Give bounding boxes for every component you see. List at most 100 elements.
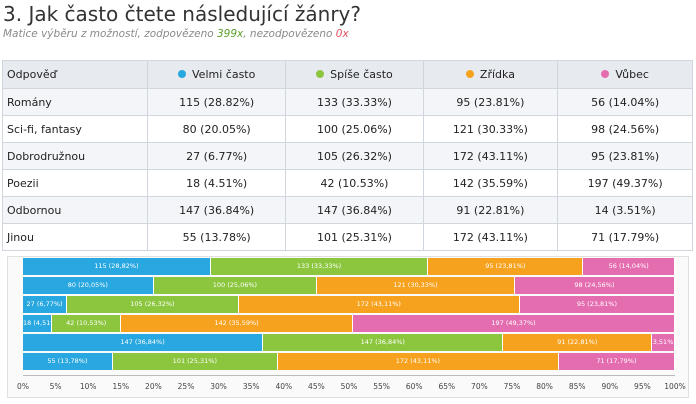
- table-row: Jinou 55 (13.78%) 101 (25.31%) 172 (43.1…: [2, 223, 693, 251]
- table-cell: 197 (49.37%): [557, 169, 693, 197]
- table-row: Sci-fi, fantasy 80 (20.05%) 100 (25.06%)…: [2, 115, 693, 143]
- bar-segment: 3,51%: [652, 334, 675, 351]
- bar-segment: 142 (35,59%): [121, 315, 354, 332]
- bar-segment: 101 (25,31%): [112, 353, 278, 370]
- legend-dot-icon: [178, 70, 187, 78]
- x-tick-label: 25%: [177, 382, 195, 391]
- legend-dot-icon: [601, 70, 610, 78]
- bar-row: 55 (13,78%) 101 (25,31%) 172 (43,11%) 71 (1…: [23, 353, 675, 370]
- table-cell: 133 (33.33%): [285, 88, 424, 116]
- header-col-vubec: Vůbec: [557, 60, 693, 89]
- x-tick-label: 0%: [17, 382, 29, 391]
- table-header-row: Odpověď Velmi často Spíše často Zřídka V…: [2, 60, 693, 89]
- table-cell: 172 (43.11%): [422, 223, 559, 251]
- table-cell: 172 (43.11%): [422, 142, 559, 170]
- table-cell: 121 (30.33%): [422, 115, 559, 143]
- table-cell: 80 (20.05%): [146, 115, 287, 143]
- row-label: Sci-fi, fantasy: [2, 115, 148, 143]
- row-label: Romány: [2, 88, 148, 116]
- bar-segment: 71 (17,79%): [558, 353, 675, 370]
- subtitle-middle: , nezodpovězeno: [243, 28, 336, 40]
- question-title: 3. Jak často čtete následující žánry?: [3, 2, 361, 26]
- table-cell: 147 (36.84%): [285, 196, 424, 224]
- header-col-zridka: Zřídka: [422, 60, 559, 89]
- x-tick-label: 100%: [664, 382, 686, 391]
- header-answer: Odpověď: [2, 60, 148, 89]
- x-tick-label: 70%: [471, 382, 488, 391]
- x-axis-line: [23, 375, 675, 376]
- table-cell: 142 (35.59%): [422, 169, 559, 197]
- x-tick-label: 15%: [112, 382, 130, 391]
- bar-row: 80 (20,05%) 100 (25,06%) 121 (30,33%) 98 (2…: [23, 277, 675, 294]
- bar-segment: 91 (22,81%): [503, 334, 653, 351]
- x-tick-label: 35%: [242, 382, 260, 391]
- x-tick-label: 65%: [438, 382, 456, 391]
- table-cell: 101 (25.31%): [285, 223, 424, 251]
- x-tick-label: 95%: [634, 382, 651, 391]
- header-col-velmi-casto: Velmi často: [146, 60, 287, 89]
- x-tick-label: 85%: [568, 382, 586, 391]
- bar-segment: 55 (13,78%): [23, 353, 113, 370]
- x-tick-label: 75%: [503, 382, 521, 391]
- unanswered-count: 0x: [335, 28, 349, 40]
- x-tick-label: 5%: [49, 382, 62, 391]
- row-label: Jinou: [2, 223, 148, 251]
- table-cell: 71 (17.79%): [557, 223, 693, 251]
- table-row: Dobrodružnou 27 (6.77%) 105 (26.32%) 172…: [2, 142, 693, 170]
- table-cell: 147 (36.84%): [146, 196, 287, 224]
- table-cell: 18 (4.51%): [146, 169, 287, 197]
- bar-segment: 100 (25,06%): [153, 277, 318, 294]
- table-cell: 27 (6.77%): [146, 142, 287, 170]
- results-table: Odpověď Velmi často Spíše často Zřídka V…: [2, 60, 693, 251]
- bar-row: 147 (36,84%) 147 (36,84%) 91 (22,81%) 3,51%: [23, 334, 675, 351]
- bar-row: 27 (6,77%) 105 (26,32%) 172 (43,11%) 95 (23…: [23, 296, 676, 313]
- x-tick-label: 20%: [145, 382, 162, 391]
- bar-segment: 172 (43,11%): [277, 353, 559, 370]
- table-cell: 95 (23.81%): [422, 88, 559, 116]
- x-tick-label: 80%: [536, 382, 553, 391]
- bar-segment: 197 (49,37%): [353, 315, 675, 332]
- stacked-bar-chart: 115 (28,82%) 133 (33,33%) 95 (23,81%) 56 (1…: [0, 252, 696, 404]
- bar-segment: 105 (26,32%): [67, 296, 239, 313]
- bar-segment: 172 (43,11%): [238, 296, 520, 313]
- table-cell: 95 (23.81%): [557, 142, 693, 170]
- table-row: Odbornou 147 (36.84%) 147 (36.84%) 91 (2…: [2, 196, 693, 224]
- bar-segment: 18 (4,51%): [23, 315, 53, 332]
- bar-segment: 147 (36,84%): [263, 334, 504, 351]
- x-tick-label: 90%: [601, 382, 619, 391]
- bar-segment: 56 (14,04%): [583, 258, 675, 275]
- x-tick-label: 45%: [308, 382, 325, 391]
- header-col-spise-casto: Spíše často: [285, 60, 424, 89]
- bar-segment: 80 (20,05%): [23, 277, 154, 294]
- bar-segment: 121 (30,33%): [317, 277, 515, 294]
- question-subtitle: Matice výběru z možností, zodpovězeno 39…: [3, 28, 349, 40]
- table-cell: 105 (26.32%): [285, 142, 424, 170]
- legend-dot-icon: [316, 70, 325, 78]
- bar-row: 115 (28,82%) 133 (33,33%) 95 (23,81%) 56 (1…: [23, 258, 675, 275]
- bar-segment: 98 (24,56%): [514, 277, 675, 294]
- bar-segment: 42 (10,53%): [52, 315, 122, 332]
- legend-dot-icon: [465, 70, 474, 78]
- x-tick-label: 50%: [340, 382, 358, 391]
- bar-segment: 115 (28,82%): [23, 258, 211, 275]
- table-cell: 56 (14.04%): [557, 88, 693, 116]
- row-label: Poezii: [2, 169, 148, 197]
- bar-segment: 133 (33,33%): [210, 258, 429, 275]
- x-axis: 0% 5% 10% 15% 20% 25% 30% 35% 40% 45% 50% 55% 60% 65%…: [17, 375, 686, 397]
- table-cell: 55 (13.78%): [146, 223, 287, 251]
- table-cell: 91 (22.81%): [422, 196, 559, 224]
- x-tick-label: 60%: [405, 382, 423, 391]
- x-tick-label: 55%: [373, 382, 390, 391]
- x-tick-label: 10%: [79, 382, 97, 391]
- bar-segment: 27 (6,77%): [23, 296, 68, 313]
- table-cell: 42 (10.53%): [285, 169, 424, 197]
- x-tick-label: 30%: [210, 382, 227, 391]
- bar-row: 18 (4,51%)42 (10,53%)142 (35,59%)197 (49…: [23, 315, 675, 332]
- bar-segment: 95 (23,81%): [428, 258, 584, 275]
- table-row: Poezii 18 (4.51%) 42 (10.53%) 142 (35.59…: [2, 169, 693, 197]
- table-cell: 115 (28.82%): [146, 88, 287, 116]
- table-row: Romány 115 (28.82%) 133 (33.33%) 95 (23.…: [2, 88, 693, 116]
- chart-bars: 115 (28,82%) 133 (33,33%) 95 (23,81%) 56 (1…: [23, 258, 676, 372]
- bar-segment: 95 (23,81%): [519, 296, 676, 313]
- row-label: Odbornou: [2, 196, 148, 224]
